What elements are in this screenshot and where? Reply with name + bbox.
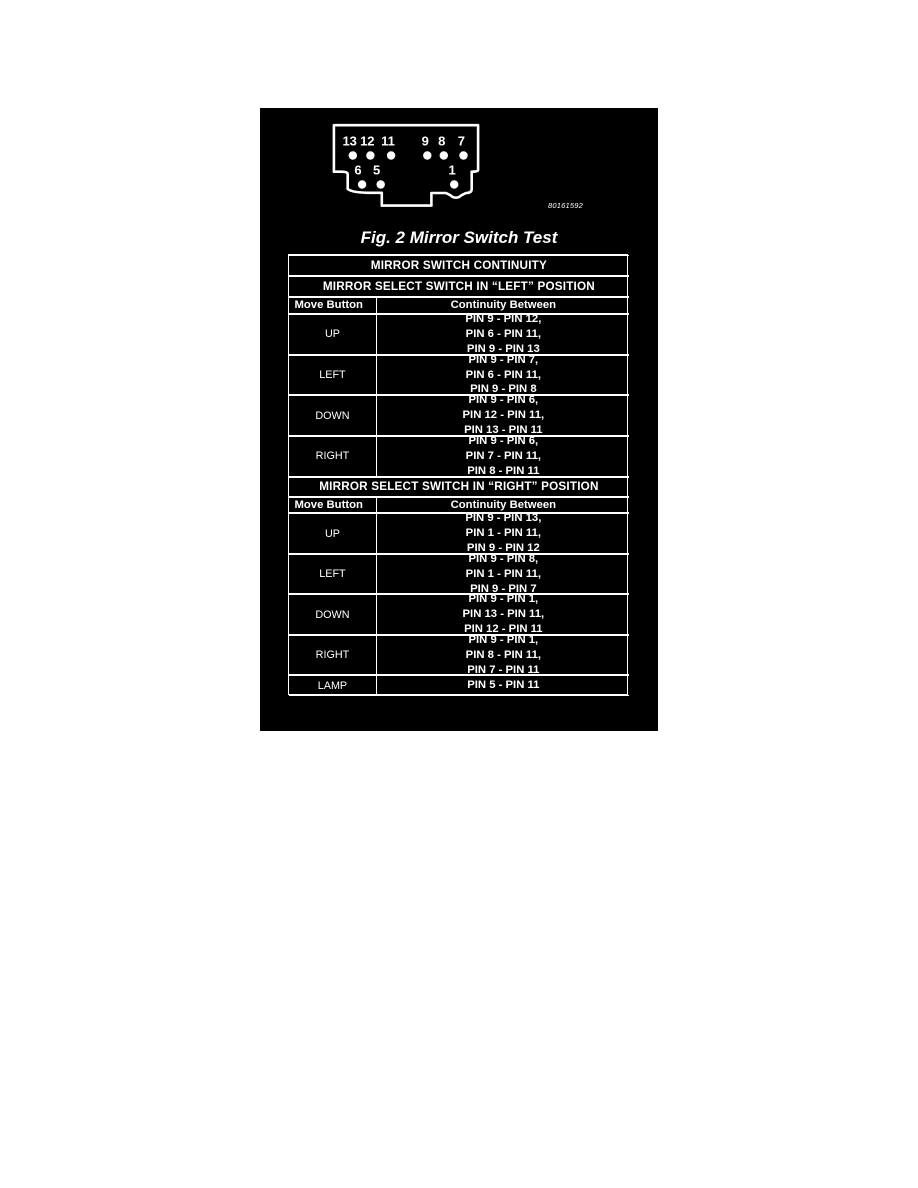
svg-text:7: 7 [458, 134, 465, 149]
svg-text:1: 1 [448, 163, 455, 178]
svg-text:6: 6 [354, 163, 361, 178]
svg-text:13: 13 [342, 134, 356, 149]
svg-text:5: 5 [373, 163, 380, 178]
svg-text:8: 8 [438, 134, 445, 149]
svg-text:11: 11 [381, 134, 395, 149]
svg-text:12: 12 [360, 134, 374, 149]
svg-text:9: 9 [422, 134, 429, 149]
